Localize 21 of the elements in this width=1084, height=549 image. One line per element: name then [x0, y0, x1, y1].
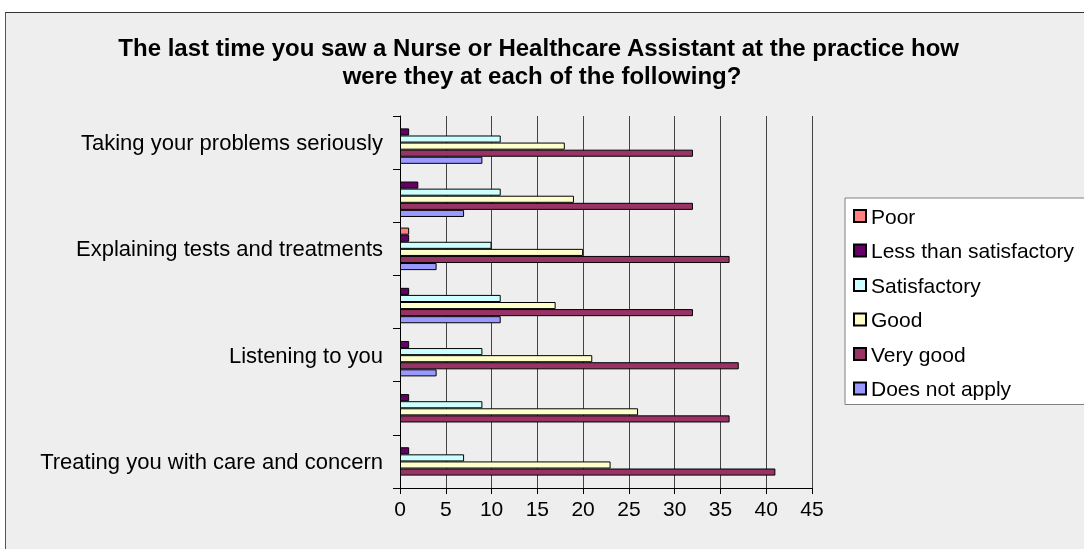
x-tick-label: 45 — [800, 497, 824, 520]
x-tick-label: 5 — [439, 497, 452, 520]
x-tick-label: 25 — [617, 497, 641, 520]
y-tick-label: Taking your problems seriously — [80, 130, 383, 156]
y-tick-label: Explaining tests and treatments — [76, 236, 383, 262]
y-tick-label: Treating you with care and concern — [40, 448, 383, 474]
x-tick-label: 15 — [525, 497, 550, 520]
legend-label: Very good — [871, 342, 966, 366]
legend-label: Good — [871, 308, 923, 331]
x-tick-label: 0 — [394, 497, 406, 520]
legend-label: Does not apply — [871, 377, 1012, 400]
y-tick-label: Listening to you — [228, 342, 383, 368]
chart-title: The last time you saw a Nurse or Healthcare Assistant at the practice how were they at each of the following? — [118, 33, 966, 89]
x-tick-label: 35 — [708, 497, 733, 520]
x-tick-label: 20 — [571, 497, 595, 520]
legend-label: Satisfactory — [871, 273, 982, 297]
x-tick-label: 40 — [754, 497, 778, 520]
legend-label: Poor — [871, 204, 916, 228]
legend-label: Less than satisfactory — [871, 239, 1075, 262]
x-tick-label: 30 — [662, 497, 687, 520]
x-tick-label: 10 — [479, 497, 504, 520]
